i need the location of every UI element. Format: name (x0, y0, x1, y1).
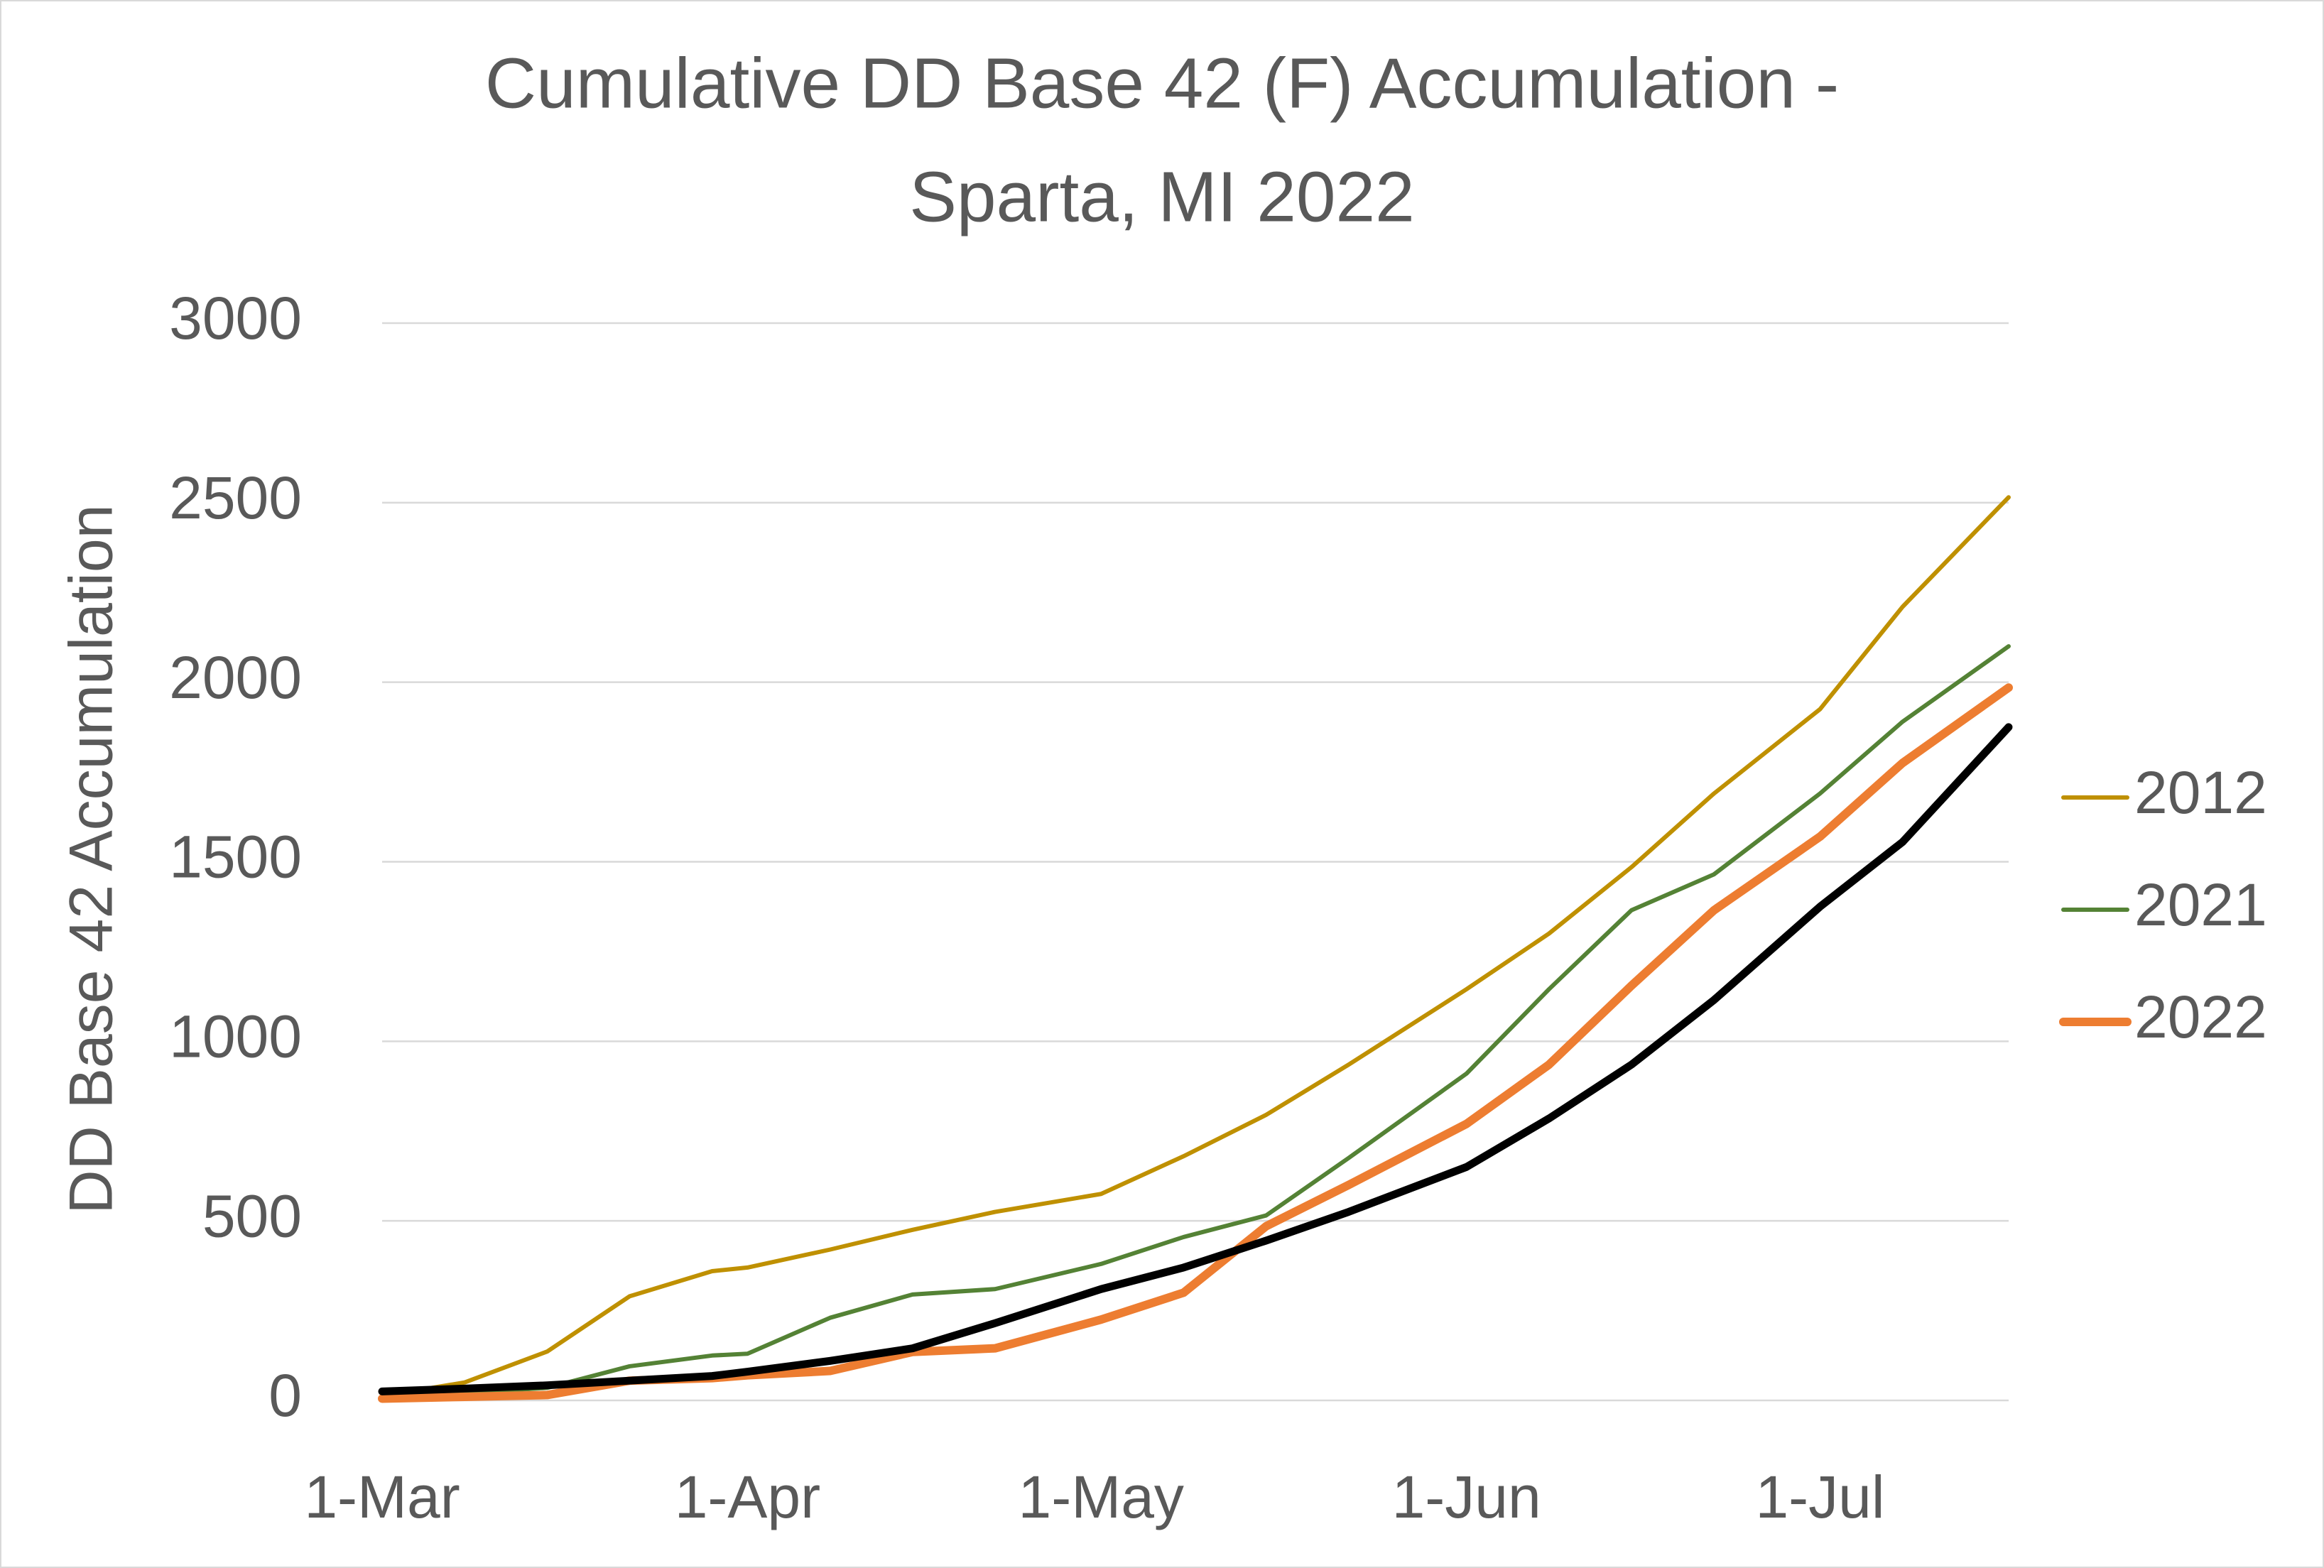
legend-label: 2022 (2134, 984, 2267, 1050)
x-tick-label: 1-May (1019, 1464, 1184, 1530)
y-tick-label: 0 (268, 1362, 302, 1429)
y-axis-label: DD Base 42 Accumulation (58, 504, 126, 1214)
y-tick-label: 2500 (169, 464, 302, 531)
series-line (378, 723, 2013, 1395)
chart-title: Cumulative DD Base 42 (F) Accumulation - (485, 43, 1839, 123)
series-line (380, 495, 2011, 1398)
y-tick-label: 1500 (169, 824, 302, 891)
x-tick-label: 1-Mar (304, 1464, 460, 1530)
x-tick-label: 1-Jul (1755, 1464, 1884, 1530)
y-tick-label: 1000 (169, 1003, 302, 1070)
x-tick-label: 1-Jun (1392, 1464, 1541, 1530)
y-tick-label: 500 (202, 1182, 302, 1249)
y-tick-label: 2000 (169, 644, 302, 711)
series-line (380, 644, 2011, 1399)
legend-label: 2021 (2134, 871, 2267, 938)
legend-label: 2012 (2134, 759, 2267, 826)
chart-title: Sparta, MI 2022 (909, 157, 1415, 236)
y-tick-label: 3000 (169, 285, 302, 352)
x-tick-label: 1-Apr (675, 1464, 820, 1530)
